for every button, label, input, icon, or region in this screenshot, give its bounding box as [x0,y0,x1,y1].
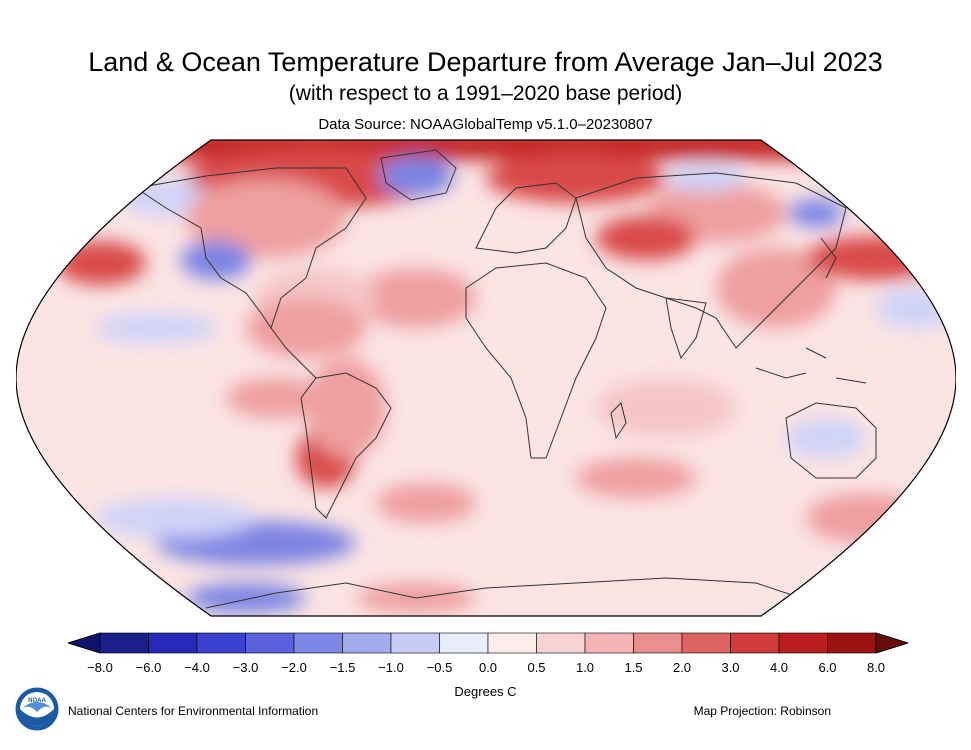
page-subtitle: (with respect to a 1991–2020 base period… [288,82,683,105]
anomaly-region [186,178,346,258]
anomaly-region [226,378,326,418]
data-source-label: Data Source: NOAAGlobalTemp v5.1.0–20230… [318,116,653,133]
coastline [905,487,932,524]
anomaly-region [186,583,306,613]
colorbar-tick-label: 4.0 [769,660,789,675]
coastlines [134,149,932,609]
coastline [380,149,457,201]
anomaly-region [806,493,926,543]
anomaly-region [96,498,256,538]
page-title: Land & Ocean Temperature Departure from … [88,47,883,77]
projection-label: Map Projection: Robinson [693,704,831,718]
anomaly-region [596,216,696,260]
colorbar-below-arrow [68,632,101,654]
colorbar-segment [342,632,392,654]
noaa-logo-icon: NOAA [14,686,60,732]
coastline [610,402,627,440]
coastline [820,237,837,279]
coastline [134,167,367,330]
anomaly-region [716,248,836,328]
anomaly-region [378,156,454,196]
anomaly-region [806,236,946,280]
temperature-anomaly-map [16,138,956,618]
coastline [665,297,707,360]
colorbar-tick-label: 1.0 [575,660,595,675]
colorbar-tick-label: 3.0 [721,660,740,675]
colorbar-tick-label: −2.0 [281,660,307,675]
colorbar-segment [439,632,489,654]
colorbar-above-arrow [875,632,908,654]
coastline [270,327,317,379]
colorbar-tick-label: −1.5 [329,660,356,675]
colorbar-tick-label: −8.0 [87,660,113,675]
noaa-logo-text: NOAA [28,698,46,704]
colorbar-tick-label: −6.0 [135,660,162,675]
colorbar-segment [827,632,877,654]
colorbar-tick-label: −4.0 [184,660,210,675]
anomaly-region [356,268,476,328]
colorbar-tick-label: 1.5 [624,660,643,675]
anomaly-region [486,153,666,203]
colorbar-segment [487,632,537,654]
anomaly-region [576,458,696,498]
anomaly-region [596,378,736,438]
anomaly-region [376,483,476,523]
colorbar-segment [196,632,246,654]
colorbar-tick-label: 8.0 [866,660,886,675]
colorbar-segment [293,632,343,654]
coastline [465,262,607,459]
anomaly-region [788,199,844,227]
units-label: Degrees C [454,684,517,699]
colorbar-tick-label: −1.0 [378,660,404,675]
colorbar-segment [536,632,586,654]
colorbar-tick-label: 6.0 [818,660,837,675]
colorbar-segment [681,632,731,654]
anomaly-region [181,240,251,280]
coastline [575,172,847,349]
colorbar-tick-label: −0.5 [426,660,453,675]
colorbar-segment [633,632,683,654]
noaa-logo: NOAA [14,686,60,732]
organization-label: National Centers for Environmental Infor… [68,704,319,718]
colorbar-segment [584,632,634,654]
colorbar-tick-label: 0.5 [527,660,546,675]
globe-outline [16,139,956,617]
robinson-map-svg [16,139,956,617]
colorbar-segment [390,632,440,654]
anomaly-region [786,418,866,458]
anomaly-region [246,298,366,358]
coastline [755,347,867,384]
anomaly-region [876,288,956,328]
colorbar-tick-label: 0.0 [478,660,498,675]
colorbar-segment [245,632,295,654]
coastline [785,402,877,479]
colorbar-segment [148,632,198,654]
colorbar-segment [778,632,828,654]
colorbar-tick-label: 2.0 [672,660,692,675]
anomaly-region [666,164,746,192]
colorbar [68,632,908,654]
anomaly-region [96,313,216,343]
coastline [300,372,392,519]
colorbar-tick-label: −3.0 [232,660,259,675]
colorbar-svg [68,632,908,654]
colorbar-segment [730,632,780,654]
coastline [205,577,817,609]
colorbar-segment [99,632,149,654]
